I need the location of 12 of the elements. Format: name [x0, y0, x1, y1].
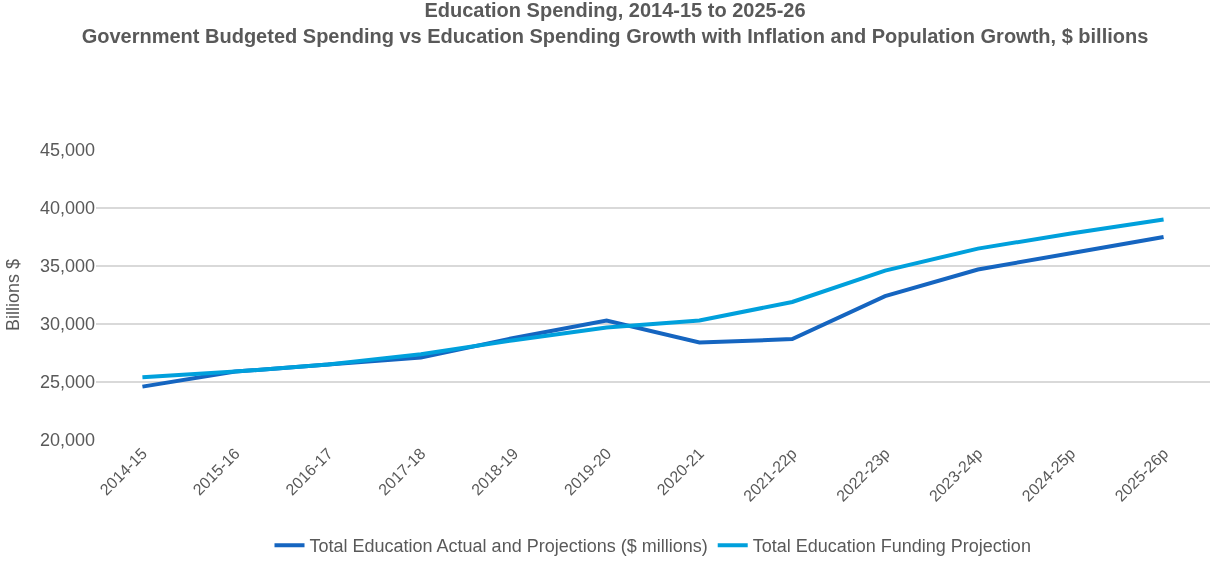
legend-label: Total Education Funding Projection [752, 536, 1031, 557]
y-tick-label: 25,000 [39, 372, 95, 393]
y-tick-label: 45,000 [39, 140, 95, 161]
y-tick-label: 35,000 [39, 256, 95, 277]
y-tick-label: 30,000 [39, 314, 95, 335]
chart-title: Education Spending, 2014-15 to 2025-26 [424, 0, 806, 22]
legend-label: Total Education Actual and Projections ($ millions) [309, 536, 708, 557]
y-tick-label: 40,000 [39, 198, 95, 219]
y-tick-label: 20,000 [39, 430, 95, 451]
chart-subtitle: Government Budgeted Spending vs Education Spending Growth with Inflation and Population Growth, $ billions [81, 25, 1149, 48]
line-series [140, 217, 1166, 380]
y-axis-title: Billions $ [3, 258, 24, 332]
